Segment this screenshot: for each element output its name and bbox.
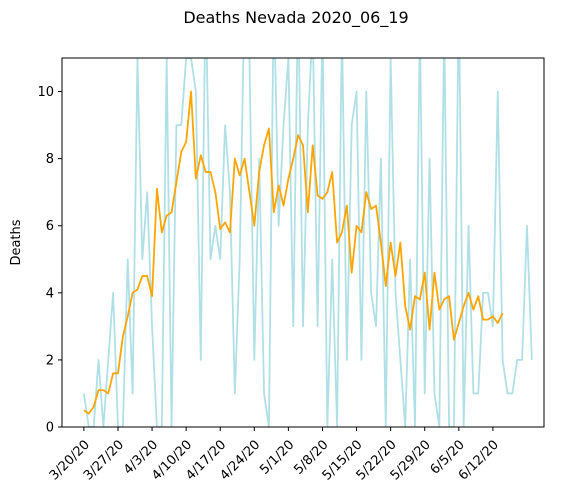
y-tick-label: 0: [46, 421, 54, 436]
y-tick-label: 6: [46, 219, 54, 234]
y-tick-label: 10: [37, 85, 54, 100]
axes-frame: [61, 57, 545, 428]
chart-title: Deaths Nevada 2020_06_19: [183, 8, 408, 28]
y-axis-title: Deaths: [9, 219, 24, 265]
y-tick-label: 2: [46, 353, 54, 368]
x-tick-label: 5/1/20: [257, 437, 297, 477]
y-tick-label: 4: [46, 286, 54, 301]
series-line-1: [83, 90, 504, 415]
plot-area: [83, 58, 533, 427]
y-tick-label: 8: [46, 152, 54, 167]
series-line-0: [83, 58, 533, 427]
